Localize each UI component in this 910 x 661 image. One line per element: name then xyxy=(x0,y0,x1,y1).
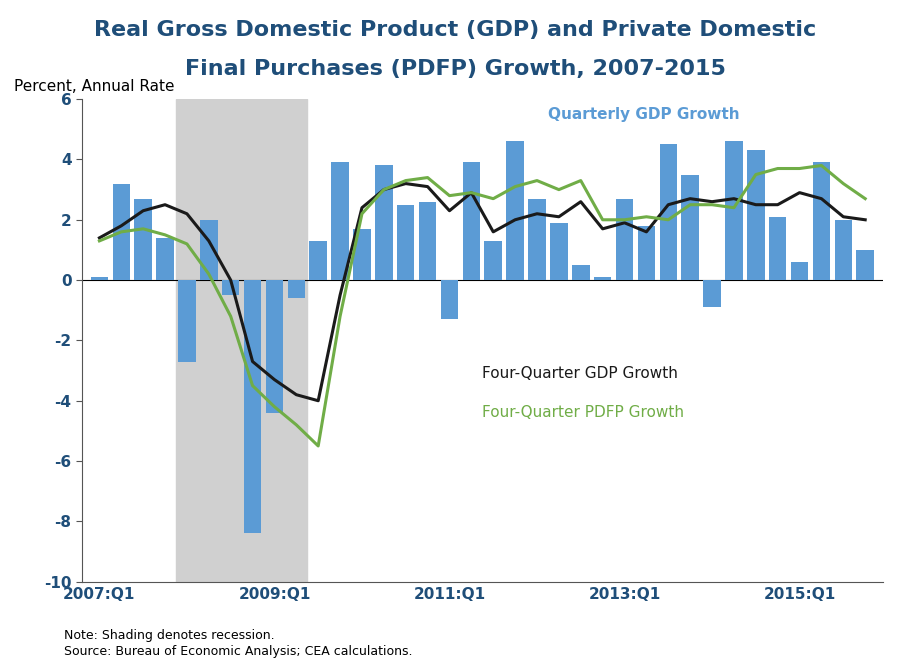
Text: Percent, Annual Rate: Percent, Annual Rate xyxy=(14,79,175,95)
Bar xyxy=(331,163,349,280)
Text: Final Purchases (PDFP) Growth, 2007-2015: Final Purchases (PDFP) Growth, 2007-2015 xyxy=(185,59,725,79)
Bar xyxy=(266,280,283,412)
Bar xyxy=(462,163,480,280)
Bar xyxy=(178,280,196,362)
Bar xyxy=(375,165,392,280)
Bar xyxy=(113,184,130,280)
Text: Real Gross Domestic Product (GDP) and Private Domestic: Real Gross Domestic Product (GDP) and Pr… xyxy=(94,20,816,40)
Bar xyxy=(616,199,633,280)
Bar xyxy=(91,277,108,280)
Bar xyxy=(703,280,721,307)
Bar xyxy=(834,219,852,280)
Bar xyxy=(288,280,305,298)
Bar xyxy=(419,202,437,280)
Text: Source: Bureau of Economic Analysis; CEA calculations.: Source: Bureau of Economic Analysis; CEA… xyxy=(64,644,412,658)
Bar xyxy=(747,151,764,280)
Text: Four-Quarter PDFP Growth: Four-Quarter PDFP Growth xyxy=(482,405,684,420)
Bar xyxy=(791,262,808,280)
Bar xyxy=(506,141,524,280)
Bar xyxy=(638,226,655,280)
Bar xyxy=(660,144,677,280)
Bar xyxy=(353,229,370,280)
Text: Four-Quarter GDP Growth: Four-Quarter GDP Growth xyxy=(482,366,678,381)
Bar xyxy=(135,199,152,280)
Bar xyxy=(856,250,874,280)
Bar xyxy=(200,219,217,280)
Bar xyxy=(484,241,502,280)
Bar xyxy=(222,280,239,295)
Bar xyxy=(594,277,612,280)
Bar xyxy=(682,175,699,280)
Text: Note: Shading denotes recession.: Note: Shading denotes recession. xyxy=(64,629,274,642)
Bar xyxy=(176,99,308,582)
Bar xyxy=(813,163,830,280)
Bar xyxy=(572,265,590,280)
Bar xyxy=(440,280,459,319)
Bar xyxy=(397,205,414,280)
Bar xyxy=(769,217,786,280)
Bar xyxy=(244,280,261,533)
Bar xyxy=(157,238,174,280)
Bar xyxy=(551,223,568,280)
Bar xyxy=(725,141,743,280)
Bar xyxy=(309,241,327,280)
Text: Quarterly GDP Growth: Quarterly GDP Growth xyxy=(548,107,740,122)
Bar xyxy=(528,199,546,280)
